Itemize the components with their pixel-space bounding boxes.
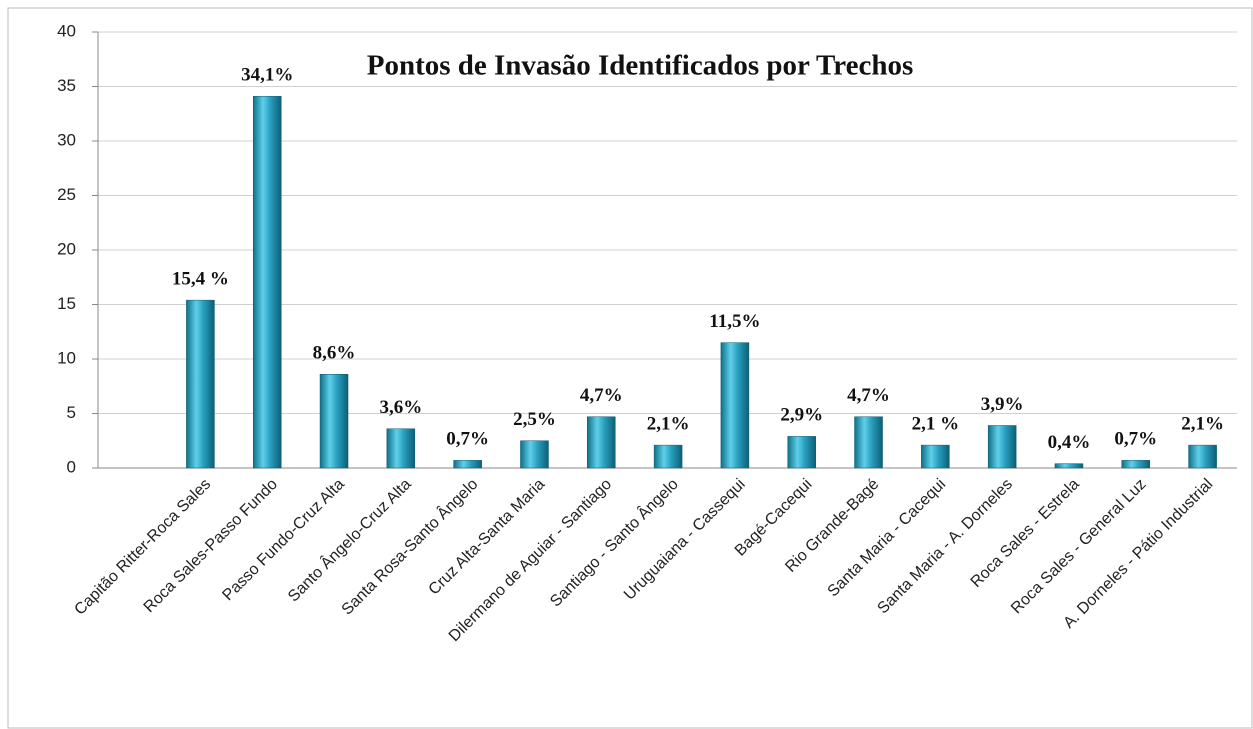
value-label: 11,5% bbox=[709, 311, 760, 332]
bar bbox=[1121, 460, 1151, 469]
bar bbox=[653, 444, 683, 469]
x-tick-label: Santa Maria - Cacequi bbox=[825, 476, 950, 601]
x-tick-label: Roca Sales - Estrela bbox=[968, 476, 1083, 591]
y-tick-label: 15 bbox=[57, 294, 76, 313]
value-label: 2,1% bbox=[1181, 413, 1224, 434]
y-tick-label: 10 bbox=[57, 348, 76, 367]
value-label: 2,9% bbox=[780, 405, 823, 426]
bar bbox=[520, 440, 549, 469]
x-tick-label: Capitão Ritter-Roca Sales bbox=[71, 476, 214, 619]
y-tick-label: 40 bbox=[57, 21, 76, 40]
x-tick-label: Santiago - Santo Ângelo bbox=[546, 474, 682, 610]
y-tick-label: 20 bbox=[57, 239, 76, 258]
x-tick-label: Uruguaiana - Cassequi bbox=[621, 476, 749, 604]
x-tick-label: Santo Ângelo-Cruz Alta bbox=[284, 474, 415, 605]
bar bbox=[921, 444, 950, 469]
value-label: 2,1 % bbox=[912, 413, 960, 434]
x-tick-label: A. Dorneles - Pátio Industrial bbox=[1060, 476, 1216, 632]
y-tick-label: 5 bbox=[67, 403, 76, 422]
value-label: 4,7% bbox=[580, 385, 623, 406]
value-label: 0,4% bbox=[1048, 432, 1091, 453]
x-tick-label: Passo Fundo-Cruz Alta bbox=[219, 476, 347, 604]
bar bbox=[252, 96, 282, 469]
bar bbox=[587, 416, 616, 469]
value-label: 2,5% bbox=[513, 409, 556, 430]
value-label: 4,7% bbox=[847, 385, 890, 406]
value-label: 0,7% bbox=[446, 429, 489, 450]
value-label: 8,6% bbox=[313, 343, 356, 364]
value-label: 34,1% bbox=[241, 65, 293, 86]
y-tick-label: 0 bbox=[67, 457, 76, 476]
bar bbox=[186, 299, 215, 469]
x-tick-label: Santa Maria - A. Dorneles bbox=[874, 476, 1016, 618]
y-tick-label: 35 bbox=[57, 76, 76, 95]
y-tick-label: 25 bbox=[57, 185, 76, 204]
value-label: 0,7% bbox=[1114, 429, 1157, 450]
frame bbox=[7, 7, 1253, 729]
value-label: 2,1% bbox=[647, 413, 690, 434]
value-label: 3,9% bbox=[981, 394, 1024, 415]
x-tick-label: Roca Sales - General Luz bbox=[1008, 476, 1150, 618]
bar bbox=[319, 374, 349, 469]
bar bbox=[386, 428, 416, 469]
bar bbox=[720, 342, 750, 469]
x-tick-label: Roca Sales-Passo Fundo bbox=[141, 476, 281, 616]
bar bbox=[854, 416, 883, 469]
x-tick-label: Cruz Alta-Santa Maria bbox=[426, 476, 549, 599]
chart-title: Pontos de Invasão Identificados por Trec… bbox=[367, 50, 914, 82]
value-label: 15,4 % bbox=[172, 268, 229, 289]
y-tick-label: 30 bbox=[57, 130, 76, 149]
bar bbox=[1188, 444, 1217, 469]
bar bbox=[453, 460, 482, 469]
x-tick-label: Santa Rosa-Santo Ângelo bbox=[337, 474, 481, 618]
bar bbox=[787, 436, 816, 469]
bar bbox=[987, 425, 1017, 469]
value-label: 3,6% bbox=[379, 397, 422, 418]
bar bbox=[1054, 463, 1084, 469]
